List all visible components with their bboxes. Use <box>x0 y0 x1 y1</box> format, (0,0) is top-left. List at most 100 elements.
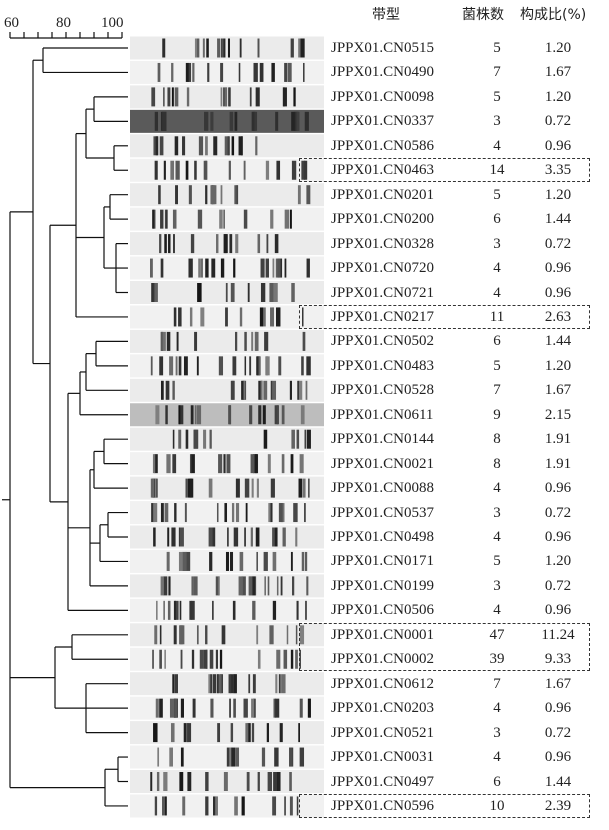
gel-band <box>160 503 164 523</box>
gel-band <box>190 234 195 254</box>
gel-band <box>258 356 261 376</box>
gel-band <box>205 136 208 156</box>
header-percent: 构成比(%) <box>520 7 587 23</box>
gel-band <box>192 62 195 82</box>
gel-band <box>298 478 302 498</box>
row-strain-count: 9 <box>493 406 501 423</box>
gel-band <box>205 258 209 278</box>
gel-lane <box>130 256 324 280</box>
row-percent: 3.35 <box>544 162 572 179</box>
gel-band <box>228 674 232 694</box>
gel-band <box>174 136 179 156</box>
gel-band <box>208 527 213 547</box>
gel-band <box>246 772 249 791</box>
row-percent: 1.91 <box>544 431 572 448</box>
gel-band <box>262 307 266 327</box>
gel-band <box>303 503 306 523</box>
gel-band <box>171 527 176 547</box>
gel-band <box>265 160 270 180</box>
gel-band <box>160 380 164 400</box>
gel-band <box>266 234 269 254</box>
gel-band <box>252 600 256 620</box>
gel-band <box>191 649 195 669</box>
gel-band <box>260 380 263 400</box>
gel-band <box>290 649 294 669</box>
gel-band <box>301 160 306 180</box>
gel-band <box>252 674 256 694</box>
gel-band <box>270 503 273 523</box>
gel-band <box>176 331 179 351</box>
gel-band <box>185 62 189 82</box>
row-strain-count: 6 <box>493 333 501 350</box>
row-percent: 1.44 <box>544 333 572 350</box>
row-strain-count: 4 <box>493 284 501 301</box>
gel-band <box>295 527 298 547</box>
gel-band <box>211 527 216 547</box>
gel-band <box>251 331 254 351</box>
gel-band <box>154 478 157 498</box>
gel-band <box>190 405 194 425</box>
gel-band <box>290 551 293 571</box>
gel-lane <box>130 647 324 671</box>
row-pattern-name: JPPX01.CN0200 <box>331 211 434 228</box>
gel-band <box>165 405 168 425</box>
gel-band <box>255 136 258 156</box>
gel-band <box>159 356 164 376</box>
gel-band <box>209 429 212 449</box>
header-count: 菌株数 <box>462 7 504 23</box>
gel-band <box>270 307 275 327</box>
gel-band <box>269 625 274 645</box>
row-strain-count: 7 <box>493 64 501 81</box>
gel-band <box>233 674 237 694</box>
row-pattern-name: JPPX01.CN0098 <box>331 88 434 105</box>
row-percent: 0.96 <box>544 260 572 277</box>
gel-band <box>291 283 295 302</box>
gel-band <box>172 380 175 400</box>
gel-band <box>262 405 266 425</box>
gel-band <box>251 576 256 596</box>
gel-band <box>270 209 274 229</box>
gel-band <box>162 331 166 351</box>
gel-band <box>173 234 175 254</box>
gel-band <box>189 307 193 327</box>
gel-band <box>243 160 246 180</box>
gel-band <box>244 527 246 547</box>
gel-band <box>306 258 310 278</box>
gel-band <box>273 527 278 547</box>
row-percent: 1.20 <box>544 553 572 570</box>
gel-band <box>179 772 184 791</box>
gel-band <box>255 331 259 351</box>
gel-band <box>217 576 220 596</box>
gel-band <box>307 698 311 718</box>
row-pattern-name: JPPX01.CN0596 <box>331 797 434 814</box>
gel-lane <box>130 794 324 818</box>
gel-band <box>155 698 159 718</box>
row-percent: 0.72 <box>544 577 572 594</box>
gel-band <box>231 503 235 523</box>
gel-band <box>261 747 266 767</box>
gel-band <box>275 111 279 131</box>
gel-band <box>250 454 255 474</box>
gel-band <box>154 283 158 302</box>
row-pattern-name: JPPX01.CN0328 <box>331 235 434 252</box>
gel-band <box>267 454 271 474</box>
gel-band <box>289 380 292 400</box>
gel-lane <box>130 329 324 353</box>
gel-band <box>265 258 269 278</box>
gel-band <box>197 209 203 229</box>
gel-band <box>286 625 289 645</box>
scale-tick-label-100: 100 <box>101 15 124 31</box>
gel-band <box>207 62 210 82</box>
gel-band <box>185 160 189 180</box>
row-strain-count: 3 <box>493 504 501 521</box>
gel-band <box>194 331 198 351</box>
gel-band <box>151 87 156 107</box>
gel-band <box>230 723 234 743</box>
gel-band <box>303 160 308 180</box>
row-pattern-name: JPPX01.CN0203 <box>331 700 434 717</box>
gel-band <box>173 600 176 620</box>
gel-band <box>302 478 306 498</box>
gel-band <box>266 356 270 376</box>
gel-band <box>272 527 275 547</box>
